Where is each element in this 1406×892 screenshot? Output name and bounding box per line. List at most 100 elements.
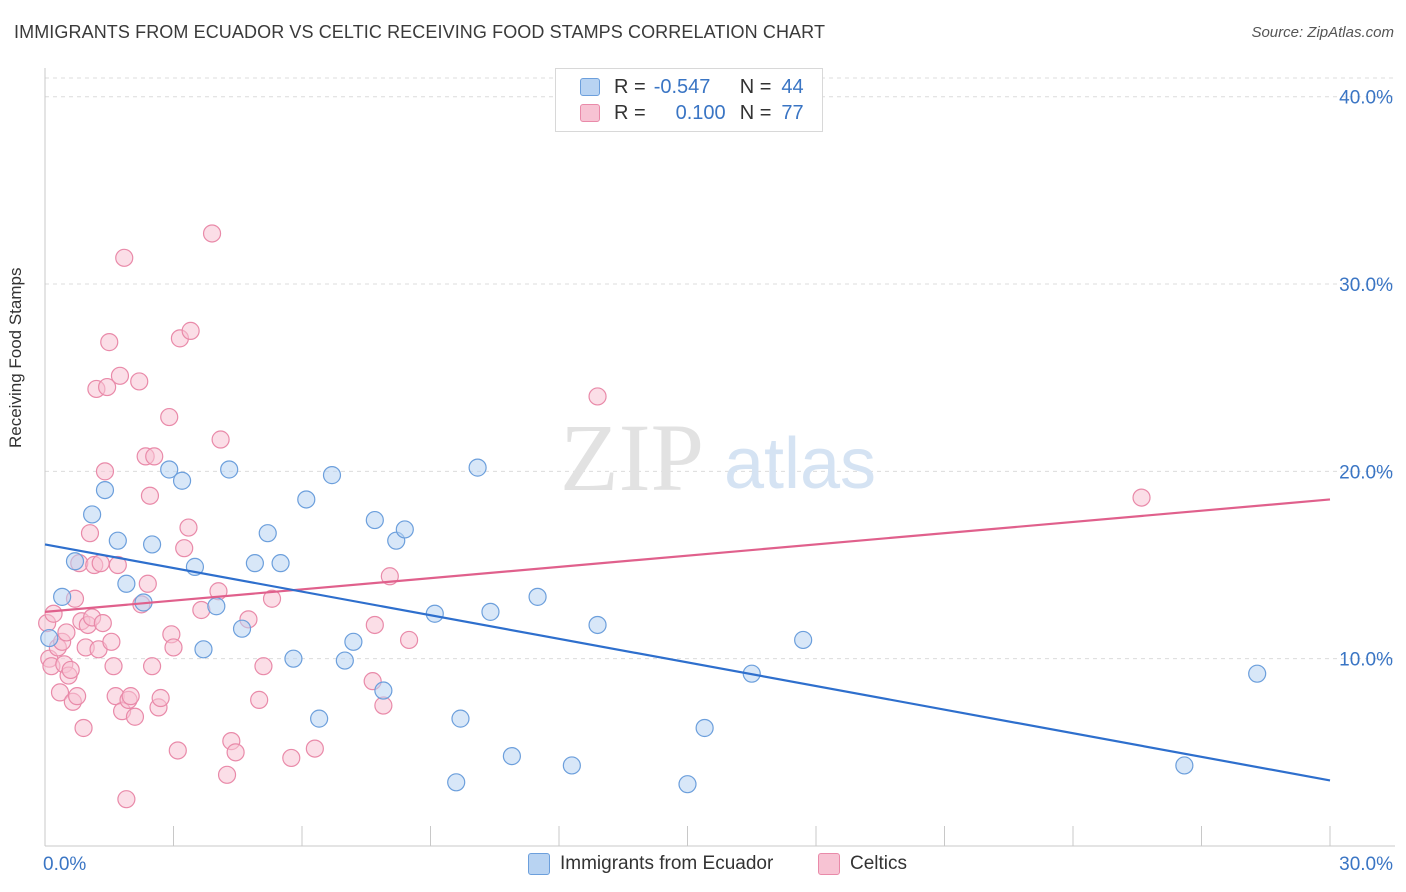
celtics-point: [104, 657, 123, 676]
correlation-legend: R = -0.547 N = 44 R = 0.100 N = 77: [555, 68, 823, 132]
ecuador-point: [160, 460, 179, 479]
celtics-point: [250, 690, 269, 709]
celtics-point: [80, 524, 100, 543]
bottom-legend-swatch-pink: [818, 853, 840, 875]
trend-lines: [44, 498, 1331, 782]
celtics-point: [145, 447, 164, 466]
celtics-point: [74, 718, 93, 738]
celtics-point: [121, 687, 140, 706]
ecuador-point: [451, 709, 470, 728]
celtics-points: [38, 224, 1151, 809]
ecuador-point: [220, 460, 239, 479]
celtics-point: [254, 657, 273, 676]
watermark: ZIP atlas: [560, 404, 876, 511]
celtics-point: [98, 377, 117, 397]
y-tick-label: 30.0%: [1339, 275, 1393, 296]
celtics-point: [217, 765, 237, 784]
chart-title: IMMIGRANTS FROM ECUADOR VS CELTIC RECEIV…: [14, 22, 826, 42]
celtics-point: [95, 462, 115, 481]
ecuador-point: [65, 552, 85, 571]
celtics-point: [61, 660, 80, 680]
celtics-point: [192, 600, 211, 620]
ecuador-point: [794, 630, 813, 650]
ecuador-point: [40, 628, 59, 648]
celtics-point: [138, 574, 157, 593]
celtics-point: [262, 589, 282, 608]
celtics-point: [130, 372, 149, 391]
celtics-point: [117, 790, 136, 809]
ecuador-point: [53, 587, 72, 606]
watermark-zip: ZIP: [560, 404, 704, 511]
ecuador-point: [335, 651, 354, 670]
bottom-legend-celtics: Celtics: [818, 852, 907, 876]
legend-r-label: R =: [614, 75, 646, 98]
celtics-point: [175, 539, 194, 558]
legend-swatch-blue: [580, 78, 600, 96]
ecuador-point: [425, 604, 444, 623]
ecuador-point: [117, 574, 136, 593]
legend-r-value: -0.547: [653, 75, 711, 98]
ecuador-point: [562, 756, 581, 775]
ecuador-point: [481, 602, 500, 621]
bottom-legend-label-celtics: Celtics: [850, 853, 908, 874]
ecuador-point: [207, 597, 226, 616]
celtics-point: [110, 366, 130, 385]
celtics-trend-line: [44, 498, 1331, 613]
y-tick-label: 20.0%: [1339, 462, 1393, 483]
ecuador-trend-line: [44, 543, 1331, 782]
celtics-point: [179, 518, 198, 537]
celtics-point: [100, 333, 119, 352]
ecuador-point: [108, 531, 127, 550]
celtics-point: [399, 630, 419, 650]
legend-row-ecuador: R = -0.547 N = 44: [580, 75, 804, 99]
ecuador-point: [447, 773, 466, 792]
ecuador-point: [468, 458, 487, 477]
celtics-point: [160, 407, 179, 427]
celtics-point: [44, 604, 63, 623]
ecuador-point: [194, 640, 213, 659]
y-tick-label: 40.0%: [1339, 88, 1393, 109]
tick-labels: 10.0% 20.0% 30.0% 40.0% 0.0% 30.0%: [43, 88, 1393, 875]
celtics-point: [93, 613, 112, 633]
celtics-point: [164, 638, 183, 657]
celtics-point: [226, 743, 245, 762]
celtics-point: [365, 615, 384, 635]
bottom-legend-swatch-blue: [528, 853, 550, 875]
celtics-point: [168, 741, 187, 760]
ecuador-point: [95, 480, 115, 500]
ecuador-point: [678, 775, 697, 794]
bottom-legend-ecuador: Immigrants from Ecuador: [528, 852, 773, 876]
legend-n-label: N =: [739, 101, 772, 124]
y-tick-label: 10.0%: [1339, 650, 1393, 671]
celtics-point: [588, 387, 607, 406]
source-label: Source: ZipAtlas.com: [1251, 24, 1394, 41]
celtics-point: [102, 632, 121, 651]
celtics-point: [108, 555, 127, 575]
ecuador-point: [83, 505, 102, 524]
legend-r-label: R =: [614, 101, 646, 124]
ecuador-point: [245, 554, 264, 573]
ecuador-point: [528, 587, 547, 606]
axes: [44, 68, 1395, 847]
celtics-point: [125, 707, 145, 726]
ecuador-point: [284, 649, 303, 668]
ecuador-point: [344, 632, 363, 651]
ecuador-point: [1175, 756, 1194, 775]
ecuador-point: [258, 524, 277, 543]
celtics-point: [202, 224, 222, 243]
celtics-point: [68, 687, 87, 706]
ecuador-point: [502, 746, 521, 766]
ecuador-point: [322, 466, 342, 485]
ecuador-point: [172, 471, 192, 490]
celtics-point: [57, 623, 76, 642]
celtics-point: [1132, 488, 1151, 507]
celtics-point: [115, 248, 134, 267]
celtics-point: [181, 321, 200, 340]
celtics-point: [50, 683, 70, 702]
legend-n-value: 77: [781, 101, 804, 124]
celtics-point: [305, 739, 324, 758]
legend-swatch-pink: [580, 104, 600, 122]
bottom-legend-label-ecuador: Immigrants from Ecuador: [560, 853, 774, 874]
legend-n-value: 44: [781, 75, 804, 98]
